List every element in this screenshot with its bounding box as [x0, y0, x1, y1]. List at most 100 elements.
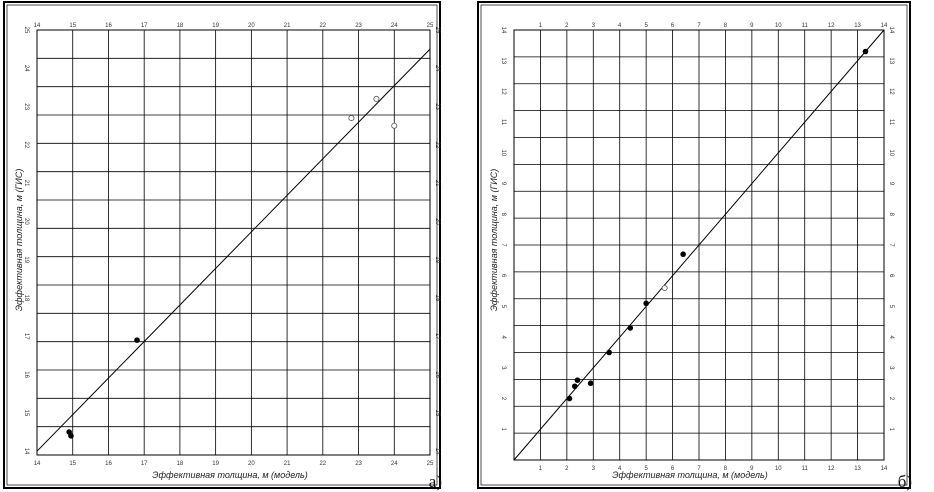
y-tick-label-right: 22 — [434, 142, 440, 149]
y-tick-label-right: 7 — [888, 243, 894, 247]
data-point-filled — [566, 395, 573, 402]
y-tick-label-right: 23 — [434, 103, 440, 110]
x-tick-label-top: 20 — [248, 23, 255, 29]
x-tick-label-top: 12 — [828, 23, 835, 29]
x-tick-label-top: 3 — [592, 23, 596, 29]
y-tick-label-right: 19 — [434, 256, 440, 263]
x-tick-label: 10 — [775, 466, 782, 472]
x-tick-label-top: 6 — [671, 23, 675, 29]
x-tick-label-top: 19 — [212, 23, 219, 29]
y-tick-label: 16 — [23, 371, 29, 378]
y-tick-label-right: 10 — [888, 150, 894, 157]
y-tick-label: 17 — [23, 333, 29, 340]
x-tick-label: 21 — [284, 461, 291, 467]
y-tick-label: 20 — [23, 218, 29, 225]
x-tick-label: 3 — [592, 466, 596, 472]
x-tick-label: 24 — [391, 461, 398, 467]
y-tick-label-right: 13 — [888, 57, 894, 64]
y-tick-label: 9 — [500, 182, 506, 186]
data-point-filled — [571, 383, 578, 390]
y-tick-label-right: 3 — [888, 366, 894, 370]
data-point-filled — [574, 377, 581, 383]
x-tick-label: 18 — [177, 461, 184, 467]
y-tick-label: 6 — [500, 274, 506, 278]
y-tick-label: 19 — [23, 256, 29, 263]
x-tick-label-top: 22 — [319, 23, 326, 29]
y-tick-label: 13 — [500, 57, 506, 64]
x-tick-label: 19 — [212, 461, 219, 467]
panel-inner-frame — [480, 4, 908, 486]
x-tick-label-top: 14 — [34, 23, 41, 29]
x-tick-label-top: 25 — [427, 23, 434, 29]
y-tick-label: 7 — [500, 243, 506, 247]
y-tick-label-right: 5 — [888, 305, 894, 309]
y-tick-label-right: 24 — [434, 65, 440, 72]
x-axis-label: Эффективная толщина, м (модель) — [152, 470, 307, 480]
panel-inner-frame — [6, 4, 438, 486]
data-point-open — [661, 284, 668, 291]
x-tick-label: 17 — [141, 461, 148, 467]
x-tick-label: 14 — [34, 461, 41, 467]
y-tick-label-right: 11 — [888, 119, 894, 126]
x-tick-label: 11 — [802, 466, 809, 472]
data-point-filled — [680, 251, 686, 258]
x-tick-label: 13 — [854, 466, 861, 472]
y-tick-label: 11 — [500, 119, 506, 126]
x-tick-label-top: 7 — [697, 23, 701, 29]
y-tick-label-right: 15 — [434, 410, 440, 417]
y-tick-label: 10 — [500, 150, 506, 157]
y-tick-label: 4 — [500, 335, 506, 339]
y-tick-label: 14 — [23, 448, 29, 455]
x-tick-label-top: 23 — [355, 23, 362, 29]
data-point-filled — [627, 325, 634, 331]
data-point-filled — [68, 433, 74, 439]
y-tick-label-right: 14 — [888, 27, 894, 34]
x-tick-label: 4 — [618, 466, 622, 472]
y-tick-label: 14 — [500, 27, 506, 34]
data-point-filled — [587, 380, 594, 387]
y-tick-label: 18 — [23, 295, 29, 302]
x-tick-label-top: 17 — [141, 23, 148, 29]
x-tick-label: 25 — [427, 461, 434, 467]
x-tick-label-top: 15 — [69, 23, 76, 29]
data-point-filled — [134, 337, 140, 343]
x-tick-label-top: 2 — [565, 23, 569, 29]
y-tick-label: 8 — [500, 213, 506, 217]
y-tick-label-right: 21 — [434, 180, 440, 187]
y-tick-label: 5 — [500, 305, 506, 309]
x-tick-label: 5 — [644, 466, 648, 472]
y-tick-label-right: 8 — [888, 213, 894, 217]
y-tick-label-right: 17 — [434, 333, 440, 340]
trend-line — [36, 48, 431, 452]
data-point-filled — [643, 300, 649, 307]
x-tick-label-top: 11 — [802, 23, 809, 29]
panel-label: б) — [898, 472, 912, 491]
y-tick-label-right: 4 — [888, 335, 894, 339]
y-tick-label-right: 18 — [434, 295, 440, 302]
x-tick-label-top: 24 — [391, 23, 398, 29]
y-tick-label: 3 — [500, 366, 506, 370]
x-tick-label: 23 — [355, 461, 362, 467]
chart-panel-1: 14 14 15 15 16 16 17 17 18 18 19 19 20 20 21 21 22 22 23 23… — [3, 1, 442, 491]
data-point-open — [348, 115, 355, 122]
x-tick-label-top: 14 — [881, 23, 888, 29]
panel-frame — [3, 1, 441, 489]
x-tick-label: 20 — [248, 461, 255, 467]
data-point-filled — [862, 48, 869, 55]
y-tick-label-right: 9 — [888, 182, 894, 186]
x-tick-label-top: 13 — [854, 23, 861, 29]
y-axis-label: Эффективная толщина, м (ГИС) — [489, 169, 499, 312]
y-tick-label: 24 — [23, 65, 29, 72]
x-tick-label: 1 — [539, 466, 543, 472]
data-point-open — [373, 95, 380, 102]
y-tick-label-right: 14 — [434, 448, 440, 455]
y-tick-label: 22 — [23, 142, 29, 149]
y-tick-label-right: 12 — [888, 88, 894, 95]
x-tick-label: 14 — [881, 466, 888, 472]
y-tick-label: 12 — [500, 88, 506, 95]
x-tick-label: 7 — [697, 466, 701, 472]
x-tick-label-top: 5 — [644, 23, 648, 29]
x-tick-label-top: 9 — [750, 23, 754, 29]
